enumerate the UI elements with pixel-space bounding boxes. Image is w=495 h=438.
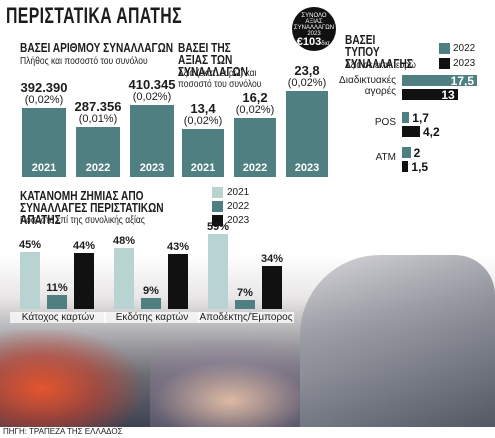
chart3-bar — [402, 147, 411, 158]
chart3-value-label: 4,2 — [423, 125, 440, 139]
chart4-bar — [20, 251, 40, 309]
chart4-value-label: 11% — [46, 282, 68, 295]
badge-line-2: ΑΞΙΑΣ — [305, 19, 323, 25]
chart3-title: ΒΑΣΕΙ ΤΥΠΟΥ ΣΥΝΑΛΛΑΓΗΣ — [345, 32, 413, 71]
chart3-category-label: Διαδικτυακές αγορές — [339, 75, 396, 97]
chart1-subtitle: Πλήθος και ποσοστό του συνόλου — [20, 56, 148, 67]
chart2-bar — [234, 118, 276, 177]
chart4-subtitle: Ποσοστό επί της συνολικής αξίας — [20, 215, 145, 226]
chart4-category-label: Εκδότης καρτών — [104, 312, 200, 323]
chart3-bar — [402, 161, 409, 172]
page-title: ΠΕΡΙΣΤΑΤΙΚΑ ΑΠΑΤΗΣ — [6, 3, 182, 28]
chart2-bar — [182, 128, 224, 177]
chart2-subtitle: Αξία (εκατ. ευρώ) και ποσοστό του συνόλο… — [178, 68, 262, 90]
chart1-value-label: 287.356 — [74, 98, 122, 114]
chart4-category-label: Αποδέκτης/Έμπορος — [198, 312, 294, 323]
legend3-label-2023: 2023 — [453, 58, 476, 69]
chart4-bar — [74, 253, 94, 309]
chart1-value-label: 392.390 — [20, 80, 68, 96]
legend4-label-2023: 2023 — [227, 215, 250, 226]
chart2-value-label: 13,4 — [190, 100, 216, 116]
chart4-bar — [141, 297, 161, 309]
chart4-value-label: 9% — [143, 284, 159, 297]
legend4-label-2022: 2022 — [227, 201, 250, 212]
chart2-value-label: 23,8 — [294, 63, 320, 78]
chart3-subtitle: Αξία σε εκατ. ευρώ — [345, 60, 416, 71]
chart1-category-label: 2021 — [31, 162, 57, 174]
background-photo-glow — [0, 330, 140, 427]
chart3-value-label: 1,5 — [411, 160, 429, 174]
badge-line-1: ΣΥΝΟΛΟ — [301, 13, 327, 19]
chart3-category-label: ATM — [375, 152, 396, 163]
chart2-category-label: 2021 — [190, 162, 216, 174]
chart1-category-label: 2022 — [85, 162, 111, 174]
legend4-swatch-2022 — [212, 201, 223, 212]
chart2-value-label: 16,2 — [242, 90, 268, 106]
chart1-bar — [22, 108, 66, 177]
chart3-value-label: 1,7 — [412, 111, 429, 125]
chart4-bar — [114, 247, 134, 309]
legend3-swatch-2023 — [439, 58, 450, 69]
legend4-swatch-2021 — [212, 187, 223, 198]
legend4-label-2021: 2021 — [227, 187, 250, 198]
legend4-swatch-2023 — [212, 215, 223, 226]
chart2-title: ΒΑΣΕΙ ΤΗΣ ΑΞΙΑΣ ΤΩΝ ΣΥΝΑΛΛΑΓΩΝ — [178, 40, 248, 79]
chart4-value-label: 59% — [206, 221, 230, 233]
chart2-pct-label: (0,02%) — [183, 114, 223, 127]
chart4-bar — [262, 265, 282, 309]
chart1-bar — [76, 126, 120, 177]
chart3-value-label: 13 — [441, 88, 455, 102]
badge-value: €103 — [296, 36, 322, 48]
chart2-category-label: 2023 — [294, 162, 320, 174]
chart3-bar — [402, 126, 420, 137]
chart4-bar — [208, 234, 228, 309]
chart1-pct-label: (0,01%) — [78, 112, 118, 125]
total-value-badge: ΣΥΝΟΛΟ ΑΞΙΑΣ ΣΥΝΑΛΛΑΓΩΝ 2023 €103δισ. — [292, 7, 336, 51]
chart1-value-label: 410.345 — [128, 77, 176, 92]
chart4-title: ΚΑΤΑΝΟΜΗ ΖΗΜΙΑΣ ΑΠΟ ΣΥΝΑΛΛΑΓΕΣ ΠΕΡΙΣΤΑΤΙ… — [20, 188, 164, 227]
badge-unit: δισ. — [321, 41, 332, 47]
chart4-value-label: 34% — [260, 252, 284, 265]
source-note: ΠΗΓΗ: ΤΡΑΠΕΖΑ ΤΗΣ ΕΛΛΑΔΟΣ — [3, 427, 123, 436]
chart3-value-label: 17,5 — [450, 74, 474, 88]
chart1-pct-label: (0,02%) — [132, 91, 172, 103]
chart4-value-label: 7% — [237, 287, 253, 300]
chart2-bar — [286, 91, 328, 177]
chart2-category-label: 2022 — [242, 162, 268, 174]
chart4-value-label: 45% — [18, 238, 42, 251]
legend3-swatch-2022 — [439, 43, 450, 54]
chart4-value-label: 43% — [166, 241, 190, 254]
chart1-pct-label: (0,02%) — [24, 94, 64, 107]
chart4-value-label: 48% — [112, 234, 136, 247]
legend3-label-2022: 2022 — [453, 43, 476, 54]
chart3-bar — [402, 75, 477, 86]
chart4-bar — [168, 254, 188, 309]
chart4-category-label: Κάτοχος καρτών — [10, 312, 106, 323]
chart4-bar — [47, 295, 67, 309]
chart3-bar — [402, 89, 458, 100]
chart4-bar — [235, 300, 255, 309]
badge-line-3: ΣΥΝΑΛΛΑΓΩΝ — [293, 25, 335, 31]
chart4-value-label: 44% — [72, 240, 96, 253]
chart3-category-label: POS — [374, 117, 396, 128]
chart1-bar — [130, 105, 174, 177]
badge-line-4: 2023 — [307, 31, 321, 37]
chart3-bar — [402, 112, 410, 123]
chart2-pct-label: (0,02%) — [287, 77, 327, 89]
chart1-category-label: 2023 — [139, 162, 165, 174]
chart2-pct-label: (0,02%) — [235, 104, 275, 117]
chart3-value-label: 2 — [413, 146, 421, 160]
background-person-shape — [300, 255, 495, 427]
chart1-title: ΒΑΣΕΙ ΑΡΙΘΜΟΥ ΣΥΝΑΛΛΑΓΩΝ — [20, 40, 174, 55]
